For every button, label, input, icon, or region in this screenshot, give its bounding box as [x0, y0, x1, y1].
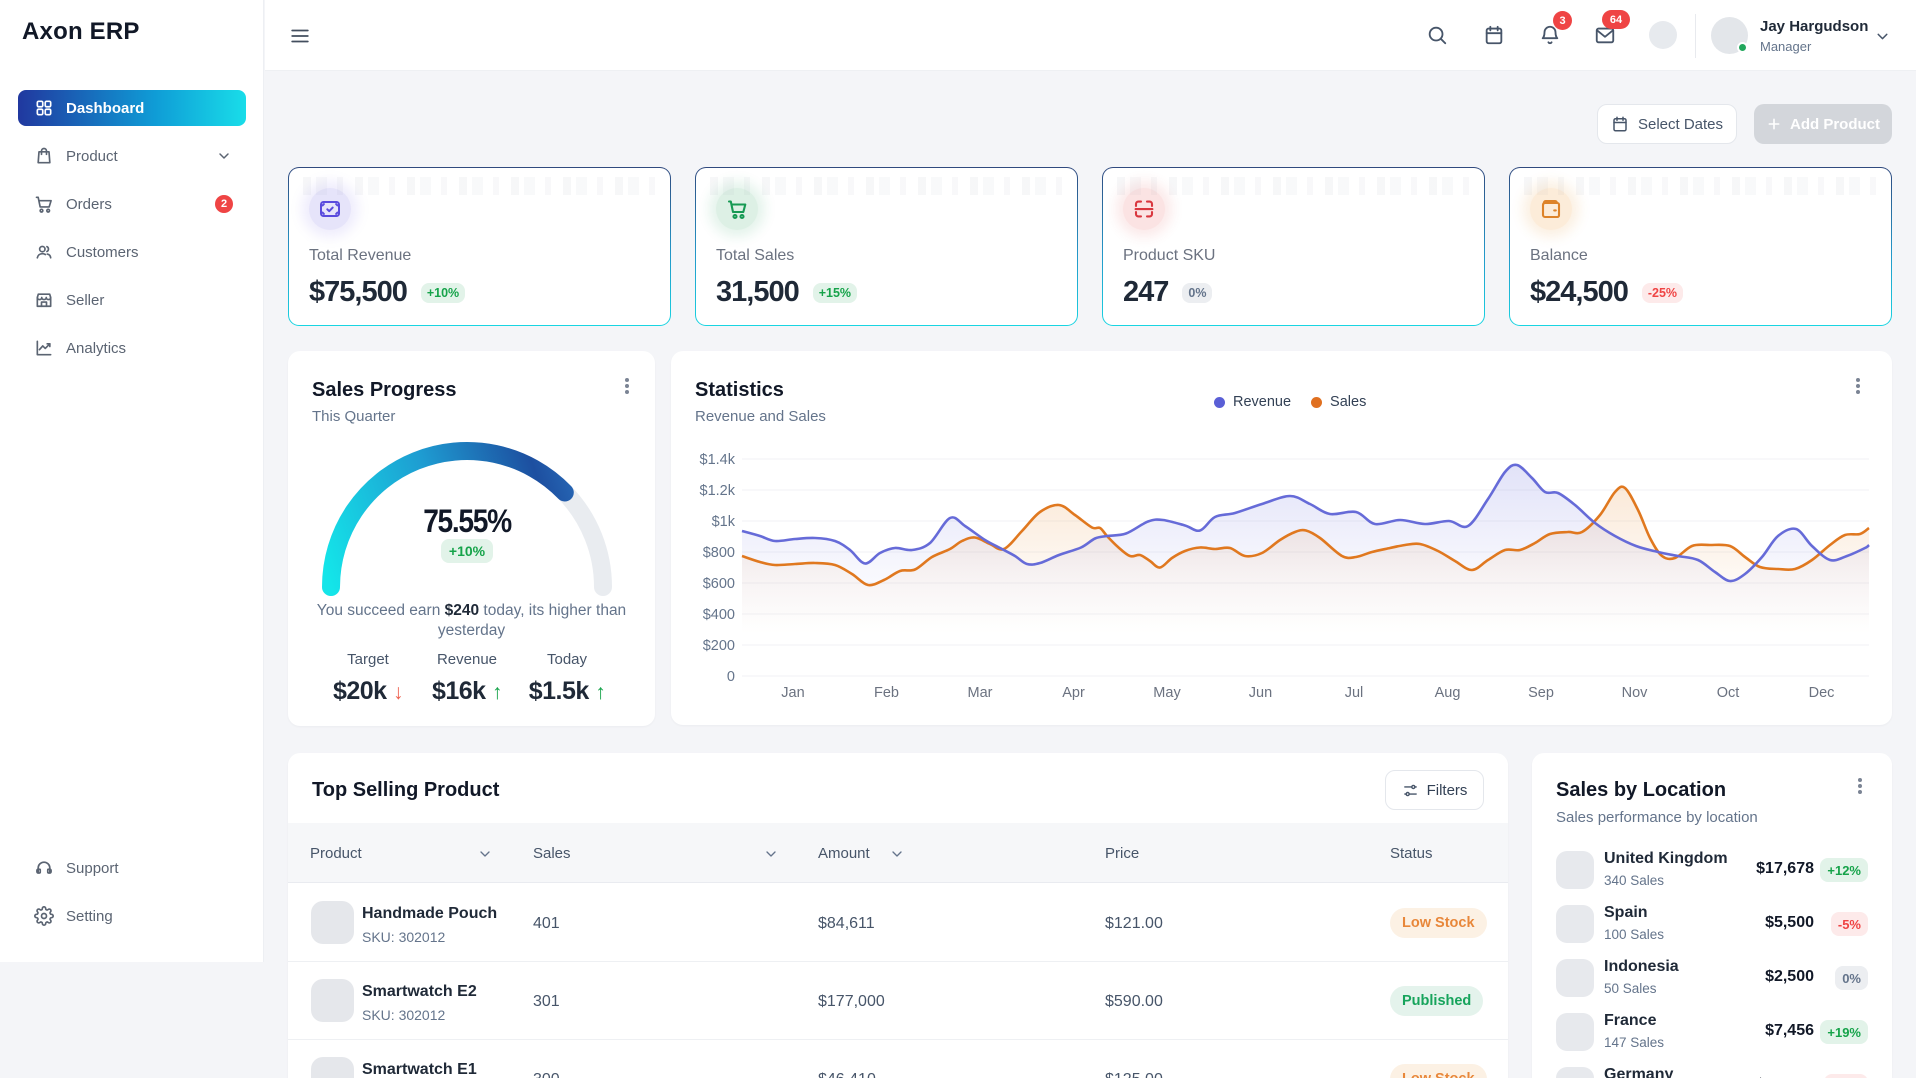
svg-text:Feb: Feb [874, 685, 899, 701]
svg-text:Jun: Jun [1249, 685, 1272, 701]
svg-text:Mar: Mar [968, 685, 993, 701]
svg-text:Oct: Oct [1717, 685, 1740, 701]
svg-text:$400: $400 [703, 607, 735, 623]
svg-text:$200: $200 [703, 638, 735, 654]
svg-text:0: 0 [727, 669, 735, 685]
svg-text:Aug: Aug [1435, 685, 1461, 701]
svg-text:Nov: Nov [1622, 685, 1649, 701]
svg-text:Jan: Jan [781, 685, 804, 701]
svg-text:$1.4k: $1.4k [700, 452, 736, 468]
svg-text:$1k: $1k [712, 514, 736, 530]
svg-text:Sep: Sep [1528, 685, 1554, 701]
svg-text:May: May [1153, 685, 1181, 701]
svg-text:Jul: Jul [1345, 685, 1364, 701]
svg-text:$600: $600 [703, 576, 735, 592]
svg-text:Apr: Apr [1062, 685, 1085, 701]
svg-text:$1.2k: $1.2k [700, 483, 736, 499]
svg-text:$800: $800 [703, 545, 735, 561]
svg-text:Dec: Dec [1809, 685, 1835, 701]
